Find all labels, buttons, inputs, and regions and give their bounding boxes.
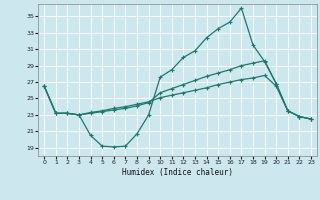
X-axis label: Humidex (Indice chaleur): Humidex (Indice chaleur): [122, 168, 233, 177]
